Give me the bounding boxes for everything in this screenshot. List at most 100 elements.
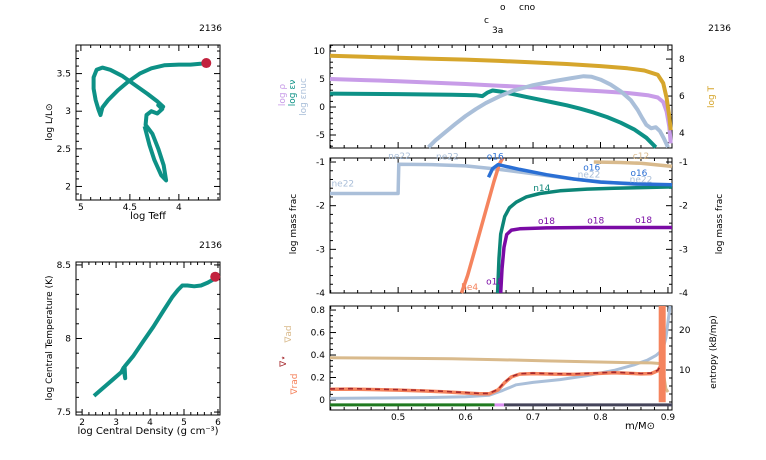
curve-label-ne22: ne22 <box>331 179 354 189</box>
model-number-hr: 2136 <box>199 24 222 34</box>
burn-label-c: c <box>484 16 489 26</box>
tick-label: 0.4 <box>311 351 326 361</box>
series-he4 <box>459 157 505 294</box>
series-tc-rho-track <box>92 275 217 398</box>
x-axis-title: m/M⊙ <box>625 421 655 432</box>
axis-title: log mass frac <box>289 194 299 254</box>
tc-rho-current-model-dot <box>210 271 221 282</box>
tick-label: 10 <box>314 47 326 57</box>
tick-label: 0.7 <box>526 413 540 423</box>
tick-label: 5 <box>319 75 325 85</box>
curve-label-o18: o18 <box>587 217 604 227</box>
tick-label: 4.5 <box>123 203 137 213</box>
series-log-rho <box>329 77 673 144</box>
tick-label: 0 <box>319 103 325 113</box>
curve-label-o16: o16 <box>487 152 504 162</box>
axis-title: log T <box>707 85 717 108</box>
tick-label: 5 <box>181 418 187 428</box>
curve-label-he4: he4 <box>461 283 478 293</box>
tick-label: 20 <box>679 326 691 336</box>
curve-label-ne22: ne22 <box>578 171 601 181</box>
tick-label: 2 <box>65 182 71 192</box>
tick-label: 2.5 <box>57 145 71 155</box>
tick-label: 3 <box>113 418 119 428</box>
tick-label: 4 <box>147 418 153 428</box>
curve-label-o18: o18 <box>486 277 503 287</box>
tick-label: 0.8 <box>311 306 326 316</box>
curve-label-ne22: ne22 <box>436 152 459 162</box>
hr-current-model-dot <box>201 58 212 69</box>
series-o16 <box>486 162 673 187</box>
tick-label: 7.5 <box>57 408 71 418</box>
curve-label-o16: o16 <box>583 164 600 174</box>
curve-label-o18: o18 <box>538 217 555 227</box>
axis-title: log mass frac <box>715 194 725 254</box>
tick-label: 8 <box>679 55 685 65</box>
axis-title: ∇⋆ <box>279 355 289 368</box>
series-entropy <box>329 305 672 400</box>
series-grad-actual <box>329 365 662 395</box>
tick-label: 0.6 <box>311 329 326 339</box>
axis-title: ∇rad <box>290 374 300 396</box>
tick-label: 4 <box>176 203 182 213</box>
tick-label: 2 <box>79 418 85 428</box>
series-hr-track <box>91 61 207 183</box>
tick-label: 3 <box>65 107 71 117</box>
burn-label-o: o <box>500 3 506 13</box>
panel-profile-bot: 0.5 0.6 0.7 0.8 0.9 0 0.2 0.4 0.6 0.8 10 20 ∇ad ∇⋆∇ra… <box>279 305 719 432</box>
series-log-T <box>329 53 673 131</box>
tick-label: -3 <box>316 245 325 255</box>
tick-label: 0.5 <box>391 413 405 423</box>
axis-title: log L/L⊙ <box>45 103 55 140</box>
series-c12 <box>593 160 673 169</box>
curve-label-c12: c12 <box>633 152 649 162</box>
tick-label: 5 <box>78 203 84 213</box>
tick-label: 0.8 <box>593 413 608 423</box>
x-axis-title: log Central Density (g cm⁻³) <box>77 426 218 437</box>
curve-label-o16: o16 <box>630 169 647 179</box>
tick-label: -3 <box>679 245 688 255</box>
tick-label: 6 <box>679 92 685 102</box>
curve-label-ne22: ne22 <box>388 152 411 162</box>
series-n14 <box>495 185 673 294</box>
series-o18 <box>498 225 672 294</box>
tick-label: 0 <box>319 396 325 406</box>
tick-label: 8 <box>65 335 71 345</box>
panel-hr: 5 4.5 4 2 2.5 3 3.5 log L/L⊙ log Teff <box>45 44 221 222</box>
burn-label-cno: cno <box>519 3 536 13</box>
frame-hr <box>75 44 221 201</box>
axis-title: log εν <box>288 80 298 106</box>
tick-label: -2 <box>316 202 325 212</box>
tick-label: -4 <box>679 289 688 299</box>
axis-title: ∇ad <box>284 325 294 343</box>
series-log-eps-nu <box>329 88 658 149</box>
tick-label: 3.5 <box>57 70 71 80</box>
tick-label: 0.9 <box>661 413 676 423</box>
x-axis-title: log Teff <box>130 211 167 222</box>
curve-label-n14: n14 <box>533 184 550 194</box>
tick-label: 10 <box>679 366 691 376</box>
tick-label: -1 <box>316 158 325 168</box>
tick-label: -5 <box>316 131 325 141</box>
curve-label-o18: o18 <box>635 216 652 226</box>
tick-label: -4 <box>316 289 325 299</box>
tick-label: 4 <box>679 129 685 139</box>
axis-title: log ρ <box>278 84 288 107</box>
panel-profile-top: 10 5 0 -5 8 6 4 log ρ log εν log εnuc log T <box>278 44 717 149</box>
model-number-tcrho: 2136 <box>199 241 222 251</box>
axis-title: entropy (kB/mp) <box>709 315 719 389</box>
tick-label: -2 <box>679 202 688 212</box>
burn-label-3a: 3a <box>492 26 504 36</box>
axis-title: log Central Temperature (K) <box>45 275 55 400</box>
axis-title: log εnuc <box>299 78 309 116</box>
series-log-eps-nuc <box>427 74 670 149</box>
tick-label: 0.2 <box>311 374 325 384</box>
tick-label: 8.5 <box>57 261 71 271</box>
tick-label: 6 <box>215 418 221 428</box>
tick-label: 0.6 <box>458 413 473 423</box>
curve-label-ne22: ne22 <box>630 176 653 186</box>
